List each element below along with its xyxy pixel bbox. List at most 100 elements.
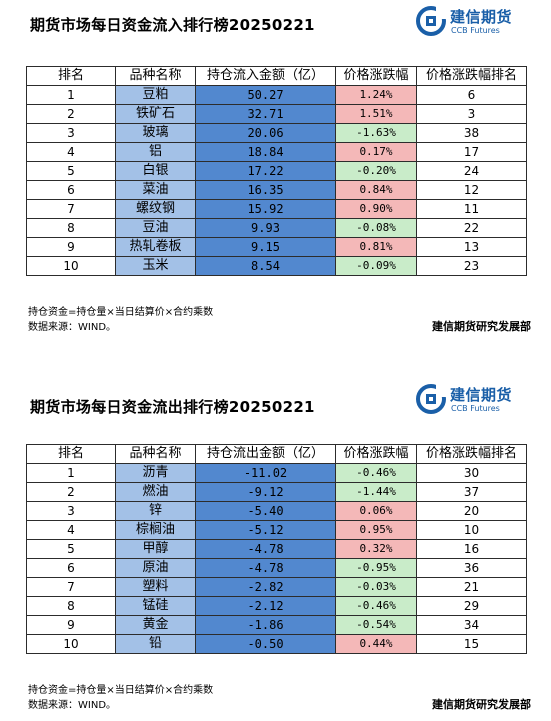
rank-cell: 3 [26,123,116,143]
change-rank-cell: 34 [416,615,527,635]
variety-cell: 锰硅 [115,596,196,616]
change-cell: 0.81% [335,237,417,257]
rank-cell: 1 [26,463,116,483]
amount-cell: -5.40 [195,501,336,521]
brand-logo: 建信期货 CCB Futures [416,4,541,44]
rank-header: 排名 [26,66,116,86]
rank-cell: 8 [26,596,116,616]
variety-header: 品种名称 [115,444,196,464]
amount-cell: -4.78 [195,539,336,559]
variety-cell: 铁矿石 [115,104,196,124]
variety-cell: 白银 [115,161,196,181]
amount-cell: 9.15 [195,237,336,257]
table-row: 10 铅 -0.50 0.44% 15 [26,634,527,654]
amount-cell: 20.06 [195,123,336,143]
change-rank-cell: 22 [416,218,527,238]
change-cell: 1.24% [335,85,417,105]
change-header: 价格涨跌幅 [335,444,417,464]
table-row: 1 豆粕 50.27 1.24% 6 [26,85,527,105]
change-cell: -0.03% [335,577,417,597]
change-cell: -0.09% [335,256,417,276]
change-rank-cell: 20 [416,501,527,521]
amount-cell: 15.92 [195,199,336,219]
amount-cell: 50.27 [195,85,336,105]
rank-cell: 6 [26,558,116,578]
amount-cell: 9.93 [195,218,336,238]
variety-cell: 铝 [115,142,196,162]
table-row: 2 燃油 -9.12 -1.44% 37 [26,482,527,502]
rank-cell: 10 [26,634,116,654]
variety-cell: 黄金 [115,615,196,635]
rank-cell: 10 [26,256,116,276]
inflow-section: 期货市场每日资金流入排行榜20250221 建信期货 CCB Futures 排… [0,0,551,350]
change-rank-header: 价格涨跌幅排名 [416,66,527,86]
inflow-table: 排名 品种名称 持仓流入金额（亿） 价格涨跌幅 价格涨跌幅排名 1 豆粕 50.27 1.24… [26,66,527,276]
outflow-table: 排名 品种名称 持仓流出金额（亿） 价格涨跌幅 价格涨跌幅排名 1 沥青 -11.02 -0.… [26,444,527,654]
change-cell: -0.54% [335,615,417,635]
inflow-note-formula: 持仓资金=持仓量×当日结算价×合约乘数 [28,307,214,318]
variety-cell: 菜油 [115,180,196,200]
table-row: 7 螺纹钢 15.92 0.90% 11 [26,199,527,219]
table-row: 9 热轧卷板 9.15 0.81% 13 [26,237,527,257]
amount-cell: -0.50 [195,634,336,654]
change-cell: -0.08% [335,218,417,238]
rank-cell: 8 [26,218,116,238]
inflow-note-source: 数据来源：WIND。 [28,322,117,333]
inflow-title: 期货市场每日资金流入排行榜20250221 [30,16,315,34]
variety-cell: 铅 [115,634,196,654]
change-rank-cell: 23 [416,256,527,276]
table-row: 5 甲醇 -4.78 0.32% 16 [26,539,527,559]
table-header-row: 排名 品种名称 持仓流出金额（亿） 价格涨跌幅 价格涨跌幅排名 [26,444,527,464]
rank-header: 排名 [26,444,116,464]
change-rank-cell: 16 [416,539,527,559]
rank-cell: 7 [26,199,116,219]
change-rank-cell: 15 [416,634,527,654]
change-header: 价格涨跌幅 [335,66,417,86]
change-cell: -0.95% [335,558,417,578]
rank-cell: 2 [26,104,116,124]
outflow-note-formula: 持仓资金=持仓量×当日结算价×合约乘数 [28,685,214,696]
variety-cell: 沥青 [115,463,196,483]
brand-name-en: CCB Futures [451,26,500,35]
change-rank-cell: 29 [416,596,527,616]
amount-cell: -2.82 [195,577,336,597]
change-cell: 0.90% [335,199,417,219]
variety-header: 品种名称 [115,66,196,86]
variety-cell: 棕榈油 [115,520,196,540]
change-rank-cell: 24 [416,161,527,181]
outflow-title: 期货市场每日资金流出排行榜20250221 [30,398,315,416]
variety-cell: 塑料 [115,577,196,597]
brand-name-cn: 建信期货 [450,386,513,404]
change-cell: 0.32% [335,539,417,559]
change-cell: -0.46% [335,596,417,616]
change-rank-cell: 13 [416,237,527,257]
change-cell: 0.84% [335,180,417,200]
change-cell: 0.95% [335,520,417,540]
table-row: 8 锰硅 -2.12 -0.46% 29 [26,596,527,616]
variety-cell: 燃油 [115,482,196,502]
change-rank-cell: 36 [416,558,527,578]
amount-cell: -2.12 [195,596,336,616]
change-rank-cell: 30 [416,463,527,483]
table-row: 1 沥青 -11.02 -0.46% 30 [26,463,527,483]
rank-cell: 9 [26,615,116,635]
change-rank-cell: 11 [416,199,527,219]
table-row: 7 塑料 -2.82 -0.03% 21 [26,577,527,597]
table-row: 3 锌 -5.40 0.06% 20 [26,501,527,521]
table-header-row: 排名 品种名称 持仓流入金额（亿） 价格涨跌幅 价格涨跌幅排名 [26,66,527,86]
amount-cell: 32.71 [195,104,336,124]
table-row: 5 白银 17.22 -0.20% 24 [26,161,527,181]
variety-cell: 螺纹钢 [115,199,196,219]
outflow-section: 期货市场每日资金流出排行榜20250221 建信期货 CCB Futures 排… [0,370,551,721]
amount-header: 持仓流出金额（亿） [195,444,336,464]
change-cell: 0.06% [335,501,417,521]
change-rank-cell: 38 [416,123,527,143]
variety-cell: 豆粕 [115,85,196,105]
table-row: 3 玻璃 20.06 -1.63% 38 [26,123,527,143]
table-row: 8 豆油 9.93 -0.08% 22 [26,218,527,238]
rank-cell: 1 [26,85,116,105]
change-cell: 0.44% [335,634,417,654]
amount-header: 持仓流入金额（亿） [195,66,336,86]
change-rank-cell: 17 [416,142,527,162]
inflow-dept-label: 建信期货研究发展部 [432,320,531,333]
